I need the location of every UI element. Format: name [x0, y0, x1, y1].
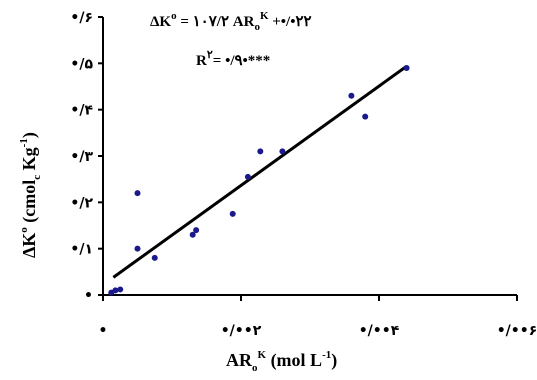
- y-tick-label: •/۳: [70, 149, 93, 165]
- x-axis-title: ARoK (mol L-1): [226, 349, 337, 374]
- data-point: [193, 227, 200, 234]
- data-point: [257, 148, 264, 155]
- data-point: [189, 231, 196, 238]
- r-squared-label: R۲= •/۹•***: [196, 49, 270, 69]
- data-point: [279, 148, 286, 155]
- regression-equation: ΔKo = ۱۰۷/۲ ARoK +•/•۲۲: [150, 10, 312, 33]
- axes: [102, 17, 517, 296]
- y-tick-label: •/۵: [70, 56, 93, 72]
- data-point: [134, 245, 141, 252]
- y-axis-title: ΔKo (cmolc Kg-1): [18, 132, 43, 258]
- y-tick-label: •: [84, 288, 93, 304]
- data-point: [229, 210, 236, 217]
- data-point: [244, 173, 251, 180]
- x-tick-label: •/••۲: [221, 323, 262, 339]
- regression-line-group: [112, 65, 408, 279]
- y-axis-ticks: • •/۱ •/۲ •/۳ •/۴ •/۵ •/۶: [70, 10, 103, 304]
- data-point: [151, 254, 158, 261]
- data-point: [403, 64, 410, 71]
- regression-line: [112, 65, 408, 279]
- x-tick-label: •: [99, 323, 108, 339]
- x-tick-label: •/••۶: [497, 323, 537, 339]
- y-tick-label: •/۶: [70, 10, 93, 26]
- data-point: [117, 286, 124, 293]
- y-tick-label: •/۲: [70, 195, 93, 211]
- x-axis-ticks: • •/••۲ •/••۴ •/••۶: [99, 295, 537, 339]
- y-tick-label: •/۴: [70, 103, 93, 119]
- y-tick-label: •/۱: [70, 242, 93, 258]
- data-point: [348, 92, 355, 99]
- x-tick-label: •/••۴: [359, 323, 400, 339]
- data-points: [108, 64, 410, 296]
- data-point: [362, 113, 369, 120]
- data-point: [134, 190, 141, 197]
- data-point: [112, 287, 119, 294]
